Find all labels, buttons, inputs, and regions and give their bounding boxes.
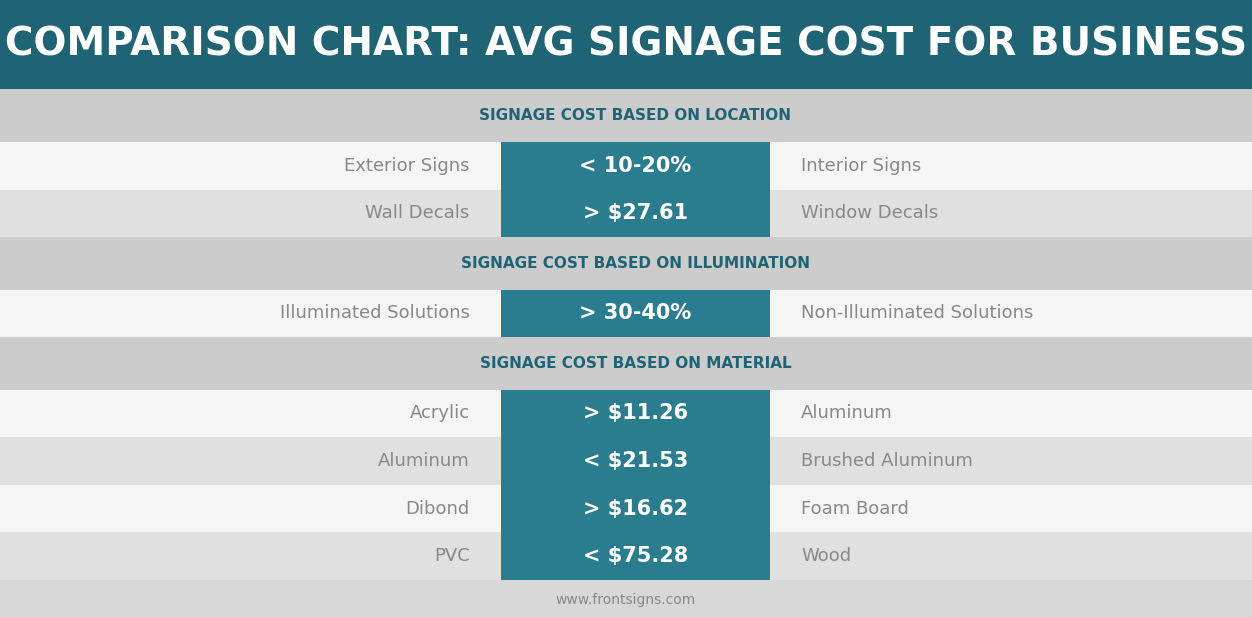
Text: Window Decals: Window Decals — [801, 204, 939, 222]
Text: Wall Decals: Wall Decals — [366, 204, 470, 222]
Text: Dibond: Dibond — [406, 500, 470, 518]
FancyBboxPatch shape — [0, 389, 1252, 437]
Text: > $11.26: > $11.26 — [583, 404, 687, 423]
Text: > $27.61: > $27.61 — [583, 204, 687, 223]
FancyBboxPatch shape — [501, 389, 770, 580]
Text: > 30-40%: > 30-40% — [580, 304, 691, 323]
Text: > $16.62: > $16.62 — [583, 499, 687, 518]
FancyBboxPatch shape — [0, 532, 1252, 580]
Text: Foam Board: Foam Board — [801, 500, 909, 518]
Text: < 10-20%: < 10-20% — [580, 155, 691, 176]
FancyBboxPatch shape — [0, 0, 1252, 89]
Text: Aluminum: Aluminum — [378, 452, 470, 470]
FancyBboxPatch shape — [0, 337, 1252, 389]
Text: Interior Signs: Interior Signs — [801, 157, 921, 175]
Text: SIGNAGE COST BASED ON LOCATION: SIGNAGE COST BASED ON LOCATION — [480, 108, 791, 123]
FancyBboxPatch shape — [501, 289, 770, 337]
FancyBboxPatch shape — [0, 89, 1252, 142]
FancyBboxPatch shape — [0, 289, 1252, 337]
Text: < $75.28: < $75.28 — [582, 546, 689, 566]
FancyBboxPatch shape — [0, 485, 1252, 532]
Text: SIGNAGE COST BASED ON ILLUMINATION: SIGNAGE COST BASED ON ILLUMINATION — [461, 256, 810, 271]
FancyBboxPatch shape — [0, 189, 1252, 237]
Text: www.frontsigns.com: www.frontsigns.com — [556, 594, 696, 607]
FancyBboxPatch shape — [0, 89, 1252, 580]
Text: Illuminated Solutions: Illuminated Solutions — [279, 304, 470, 322]
Text: SIGNAGE COST BASED ON MATERIAL: SIGNAGE COST BASED ON MATERIAL — [480, 356, 791, 371]
Text: < $21.53: < $21.53 — [582, 451, 689, 471]
Text: COMPARISON CHART: AVG SIGNAGE COST FOR BUSINESS: COMPARISON CHART: AVG SIGNAGE COST FOR B… — [5, 26, 1247, 64]
Text: Aluminum: Aluminum — [801, 404, 893, 423]
Text: Wood: Wood — [801, 547, 851, 565]
FancyBboxPatch shape — [501, 142, 770, 237]
Text: Acrylic: Acrylic — [409, 404, 470, 423]
FancyBboxPatch shape — [0, 237, 1252, 289]
FancyBboxPatch shape — [0, 142, 1252, 189]
Text: Brushed Aluminum: Brushed Aluminum — [801, 452, 973, 470]
Text: Exterior Signs: Exterior Signs — [344, 157, 470, 175]
Text: PVC: PVC — [433, 547, 470, 565]
FancyBboxPatch shape — [0, 437, 1252, 485]
Text: Non-Illuminated Solutions: Non-Illuminated Solutions — [801, 304, 1034, 322]
